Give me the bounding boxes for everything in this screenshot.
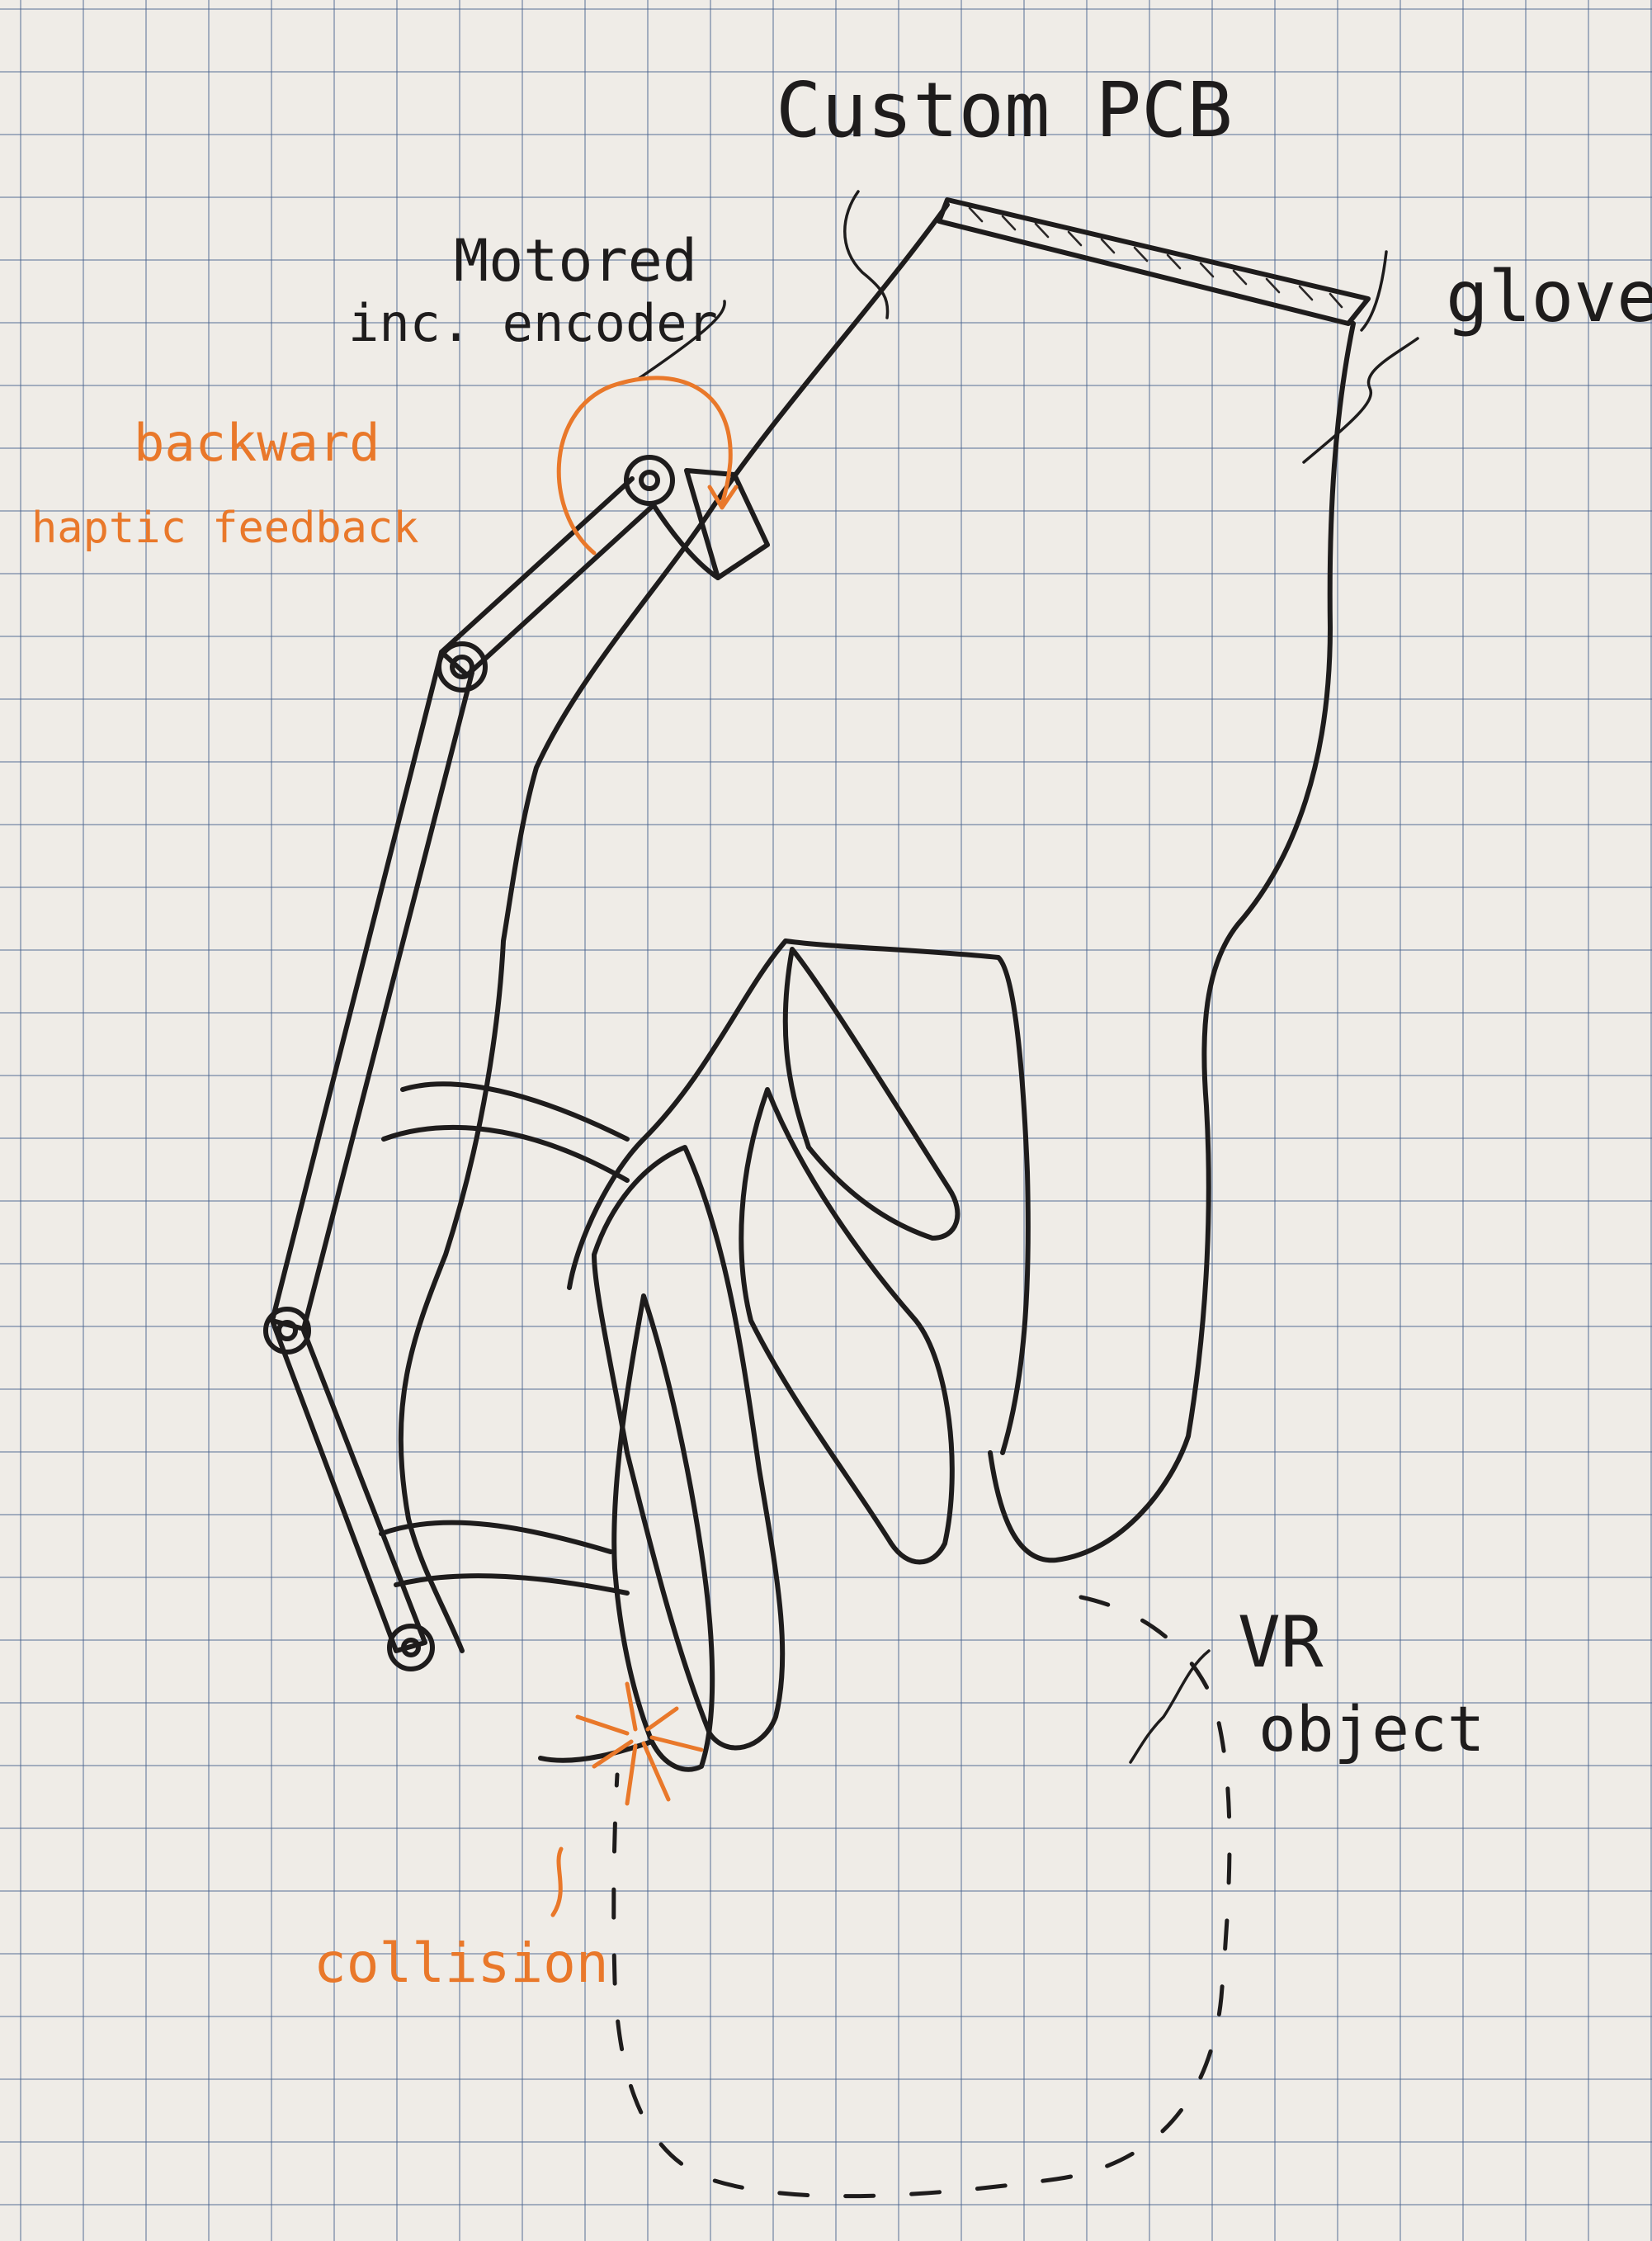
collision-burst <box>550 1681 704 1917</box>
vr-object-outline <box>611 1595 1232 2199</box>
label-backward: backward <box>134 413 380 473</box>
label-motored: Motored <box>454 227 698 295</box>
pcb-end-tick <box>1360 250 1388 332</box>
feedback-arrowhead <box>707 485 739 510</box>
label-vr: VR <box>1238 1601 1324 1684</box>
label-haptic-feedback: haptic feedback <box>31 504 419 553</box>
label-custom-pcb: Custom PCB <box>776 66 1233 154</box>
feedback-arc <box>556 376 733 556</box>
pcb-leader <box>843 190 890 319</box>
label-collision: collision <box>314 1931 609 1995</box>
label-object: object <box>1258 1692 1485 1766</box>
label-glove: glove <box>1446 256 1652 338</box>
label-encoder: inc. encoder <box>348 293 718 353</box>
vr-leader <box>1129 1649 1211 1764</box>
glove-outline <box>398 202 950 1653</box>
exoskeleton-linkage <box>270 468 770 1653</box>
glove-leader <box>1302 337 1419 464</box>
pinky-finger <box>611 1293 715 1772</box>
pcb-board <box>937 197 1371 326</box>
encoder-leader <box>635 300 726 381</box>
glove-cuff <box>783 938 1031 1455</box>
glove-index-back <box>567 938 788 1290</box>
ring-finger <box>739 1087 955 1565</box>
middle-finger <box>782 947 961 1241</box>
linkage-joints <box>263 455 675 1671</box>
glove-thumb-side <box>988 321 1356 1563</box>
